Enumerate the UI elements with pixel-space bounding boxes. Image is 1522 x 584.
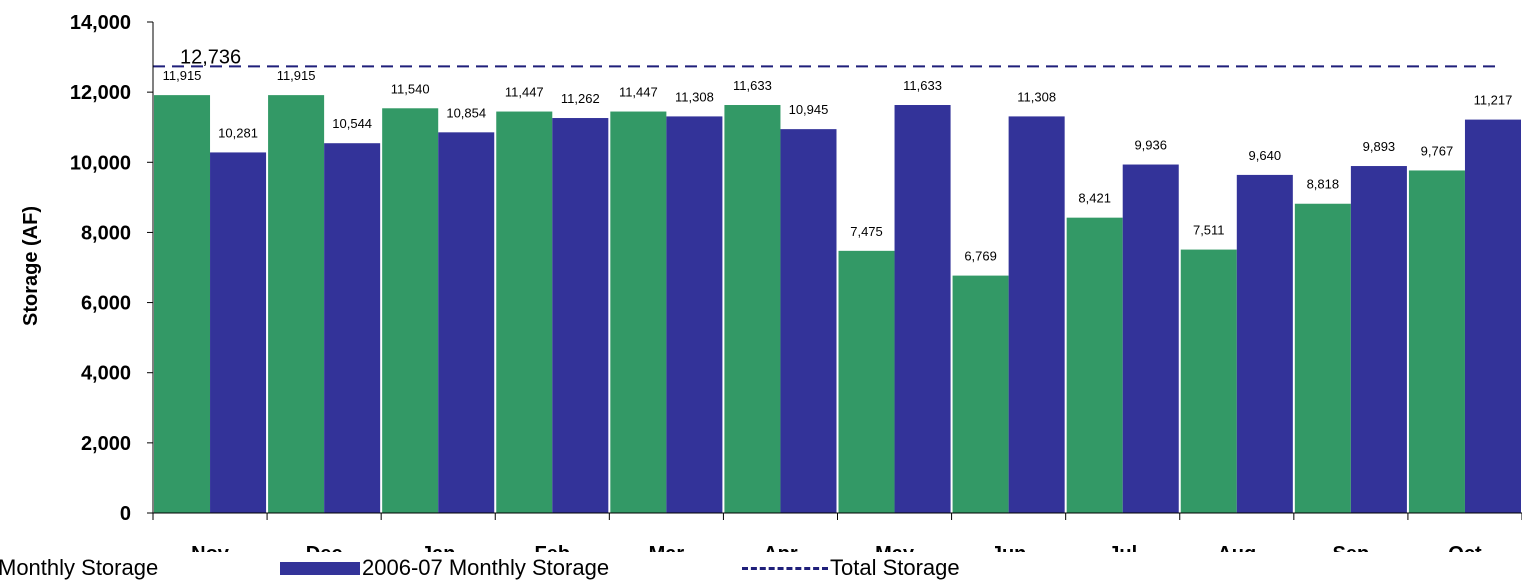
legend-item-monthly-storage: Monthly Storage xyxy=(0,552,158,584)
bar-2006-07-monthly-storage-sep xyxy=(1350,166,1407,514)
data-label-2006-07-monthly-storage-apr: 10,945 xyxy=(789,102,829,117)
data-label-monthly-storage-dec: 11,915 xyxy=(277,68,316,83)
data-label-2006-07-monthly-storage-aug: 9,640 xyxy=(1249,148,1282,163)
y-axis-label: Storage (AF) xyxy=(20,206,42,326)
bar-2006-07-monthly-storage-nov xyxy=(210,152,267,513)
data-label-monthly-storage-nov: 11,915 xyxy=(163,68,202,83)
bar-monthly-storage-nov xyxy=(154,95,211,514)
bar-monthly-storage-aug xyxy=(1180,249,1237,513)
data-label-2006-07-monthly-storage-may: 11,633 xyxy=(903,78,942,93)
bar-monthly-storage-jul xyxy=(1066,217,1123,513)
data-label-2006-07-monthly-storage-sep: 9,893 xyxy=(1363,139,1396,154)
bar-2006-07-monthly-storage-jun xyxy=(1008,116,1065,513)
legend-label-monthly-storage: Monthly Storage xyxy=(0,555,159,580)
data-label-2006-07-monthly-storage-nov: 10,281 xyxy=(218,125,258,140)
bar-monthly-storage-mar xyxy=(610,111,667,513)
bar-monthly-storage-sep xyxy=(1294,203,1351,514)
data-label-monthly-storage-sep: 8,818 xyxy=(1307,177,1340,192)
bar-2006-07-monthly-storage-jul xyxy=(1122,164,1179,513)
reference-layer: 12,736 xyxy=(153,46,1500,68)
bar-monthly-storage-may xyxy=(838,250,895,513)
bar-monthly-storage-jan xyxy=(382,108,439,513)
y-tick-label: 14,000 xyxy=(70,12,131,34)
data-label-2006-07-monthly-storage-feb: 11,262 xyxy=(561,91,600,106)
data-label-monthly-storage-may: 7,475 xyxy=(850,224,883,239)
legend-dash-total-storage xyxy=(742,566,828,570)
bar-monthly-storage-jun xyxy=(952,275,1009,513)
data-label-monthly-storage-aug: 7,511 xyxy=(1193,223,1225,238)
data-label-2006-07-monthly-storage-oct: 11,217 xyxy=(1474,93,1513,108)
y-tick-label: 4,000 xyxy=(81,363,131,385)
legend-swatch-2006-07 xyxy=(280,561,360,575)
bar-monthly-storage-feb xyxy=(496,111,553,513)
data-label-monthly-storage-oct: 9,767 xyxy=(1421,143,1454,158)
bar-2006-07-monthly-storage-aug xyxy=(1236,174,1293,513)
y-tick-label: 10,000 xyxy=(70,152,131,174)
data-label-2006-07-monthly-storage-jan: 10,854 xyxy=(446,105,486,120)
bar-2006-07-monthly-storage-feb xyxy=(552,118,609,513)
y-tick-label: 8,000 xyxy=(81,222,131,244)
bar-2006-07-monthly-storage-may xyxy=(894,105,951,513)
data-label-monthly-storage-apr: 11,633 xyxy=(733,78,772,93)
total-storage-label: 12,736 xyxy=(180,46,241,68)
bar-2006-07-monthly-storage-dec xyxy=(324,143,381,513)
y-tick-label: 2,000 xyxy=(81,433,131,455)
bar-monthly-storage-oct xyxy=(1408,170,1465,513)
legend-label-2006-07-monthly-storage: 2006-07 Monthly Storage xyxy=(362,555,610,580)
data-label-2006-07-monthly-storage-jul: 9,936 xyxy=(1134,138,1167,153)
data-label-monthly-storage-jul: 8,421 xyxy=(1078,191,1111,206)
legend: Monthly Storage 2006-07 Monthly Storage … xyxy=(0,552,1522,584)
bar-2006-07-monthly-storage-mar xyxy=(666,116,723,513)
y-tick-label: 12,000 xyxy=(70,82,131,104)
legend-item-2006-07-monthly-storage: 2006-07 Monthly Storage xyxy=(280,552,609,584)
bar-monthly-storage-dec xyxy=(268,95,325,514)
data-label-2006-07-monthly-storage-dec: 10,544 xyxy=(332,116,372,131)
legend-item-total-storage: Total Storage xyxy=(742,552,960,584)
labels-layer: 11,915 11,915 11,540 11,447 11,447 11,633 7,47… xyxy=(163,68,1513,263)
legend-label-total-storage: Total Storage xyxy=(830,555,960,580)
data-label-monthly-storage-jun: 6,769 xyxy=(964,249,997,264)
data-label-monthly-storage-mar: 11,447 xyxy=(619,85,658,100)
bar-2006-07-monthly-storage-oct xyxy=(1464,119,1521,513)
data-label-2006-07-monthly-storage-mar: 11,308 xyxy=(675,89,714,104)
bar-2006-07-monthly-storage-jan xyxy=(438,132,495,513)
data-label-monthly-storage-feb: 11,447 xyxy=(505,85,544,100)
data-label-2006-07-monthly-storage-jun: 11,308 xyxy=(1017,89,1056,104)
data-label-monthly-storage-jan: 11,540 xyxy=(391,81,430,96)
bar-monthly-storage-apr xyxy=(724,105,781,513)
y-tick-label: 0 xyxy=(120,503,131,525)
bars-layer xyxy=(154,95,1521,514)
y-tick-label: 6,000 xyxy=(81,293,131,315)
bar-2006-07-monthly-storage-apr xyxy=(780,129,837,513)
